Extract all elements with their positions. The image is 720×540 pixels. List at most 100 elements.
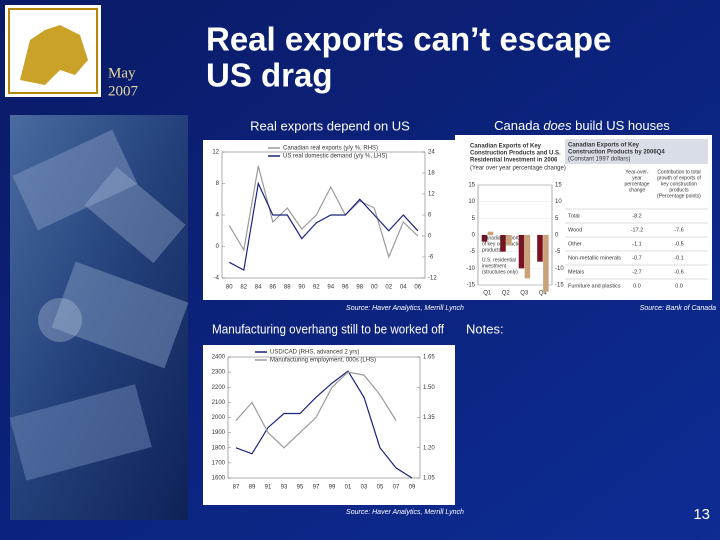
x-tick-label: 04 [400,285,407,291]
column-header: Contribution to total [657,169,700,175]
column-header: Year-over- [625,169,648,175]
x-tick-label: 00 [371,285,378,291]
title-line: Real exports can’t escape [206,21,611,58]
table-title-bg [565,139,708,164]
series-line [235,370,413,479]
title-line: US drag [206,57,333,94]
x-tick-label: 95 [297,485,304,491]
table-cell: -1.1 [632,241,641,247]
y-tick-label: 1900 [212,430,226,436]
y2-tick-label: 12 [428,192,435,198]
x-tick-label: 87 [233,485,240,491]
series-line [228,165,419,259]
legend-label: investment [482,263,507,269]
table-cell: -0.7 [632,255,641,261]
money-photo [9,115,189,520]
y-tick-label: 12 [212,150,219,156]
source-note: Source: Bank of Canada [640,305,716,312]
table-cell: -0.1 [674,255,683,261]
x-tick-label: 01 [345,485,352,491]
logo [5,5,101,97]
y-tick-label: 0 [472,233,476,239]
x-tick-label: Q1 [483,291,492,297]
y-tick-label: 5 [472,216,476,222]
y2-tick-label: -15 [555,283,564,289]
y-tick-label: 2100 [212,400,226,406]
legend-label: Manufacturing employment, 000s (LHS) [270,358,376,364]
x-tick-label: 07 [393,485,400,491]
table-cell: 0.0 [675,283,683,289]
heading-part: does [543,118,572,133]
panel-heading: Canada does build US houses [494,118,670,133]
column-header: growth of exports of [657,175,702,181]
y2-tick-label: 1.50 [423,385,435,391]
y2-tick-label: 24 [428,150,435,156]
y2-tick-label: 1.05 [423,476,435,482]
x-tick-label: 91 [265,485,272,491]
x-tick-label: 98 [356,285,363,291]
y2-tick-label: 0 [428,234,432,240]
x-tick-label: Q4 [539,291,548,297]
table-cell: -0.5 [674,241,683,247]
y-tick-label: 2200 [212,385,226,391]
y2-tick-label: -5 [555,249,561,255]
table-cell: Furniture and plastics [568,283,621,289]
y-tick-label: -4 [214,276,220,282]
column-header: year [632,175,642,181]
bar [481,235,488,242]
column-header: products [669,187,689,193]
x-tick-label: 88 [284,285,291,291]
table-cell: Wood [568,227,582,233]
y-tick-label: 2400 [212,355,226,361]
y2-tick-label: -12 [428,276,437,282]
column-header: percentage [624,181,649,187]
bar [524,235,531,279]
table-cell: Non-metallic minerals [568,255,621,261]
y-tick-label: 0 [216,244,220,250]
x-tick-label: 94 [327,285,334,291]
x-tick-label: 09 [409,485,416,491]
bar [506,235,512,245]
x-tick-label: 86 [269,285,276,291]
legend-label: products [482,247,502,253]
y-tick-label: 1800 [212,445,226,451]
legend-label: Canadian exports [482,235,522,241]
y2-tick-label: 1.20 [423,445,435,451]
x-tick-label: 89 [249,485,256,491]
y-tick-label: 10 [468,199,475,205]
y2-tick-label: 15 [555,183,562,189]
y2-tick-label: 6 [428,213,432,219]
notes-label: Notes: [466,321,504,336]
date-year: 2007 [108,83,139,99]
bar [487,231,494,235]
chart-title: Residential Investment in 2006 [470,158,558,164]
x-tick-label: 97 [313,485,320,491]
x-tick-label: 82 [240,285,247,291]
table-cell: -17.2 [631,227,644,233]
table-title: Construction Products by 2006Q4 [568,150,665,156]
legend-label: Canadian real exports (y/y %, RHS) [283,146,378,152]
column-header: (Percentage points) [657,193,701,199]
legend-label: of key construction [482,241,524,247]
table-cell: -8.2 [632,213,641,219]
chart-title: Canadian Exports of Key [470,144,542,150]
table-title: (Constant 1997 dollars) [568,157,630,163]
x-tick-label: 93 [281,485,288,491]
y2-tick-label: 1.35 [423,415,435,421]
y-tick-label: 1700 [212,460,226,466]
y2-tick-label: 10 [555,199,562,205]
x-tick-label: 96 [342,285,349,291]
x-tick-label: 90 [298,285,305,291]
series-line [235,371,397,449]
x-tick-label: 80 [226,285,233,291]
table-cell: -0.6 [674,269,683,275]
x-tick-label: 06 [414,285,421,291]
x-tick-label: 03 [361,485,368,491]
y-tick-label: 4 [216,213,220,219]
legend-label: (structures only) [482,269,518,275]
y2-tick-label: -6 [428,255,434,261]
table-cell: Metals [568,269,584,275]
legend-label: US real domestic demand (y/y %, LHS) [283,154,387,160]
y-tick-label: -10 [466,266,475,272]
